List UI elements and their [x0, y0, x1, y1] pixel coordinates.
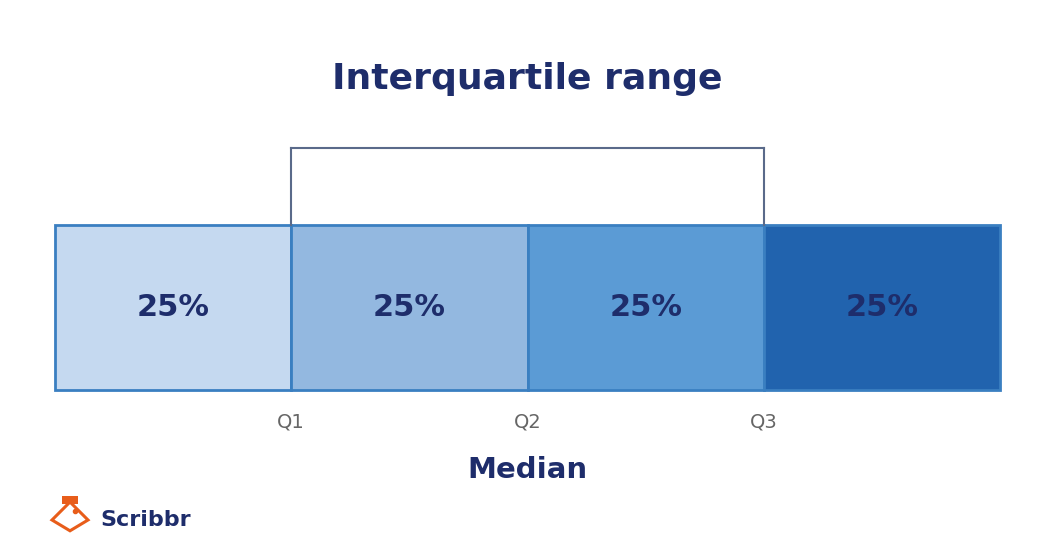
Text: Median: Median: [468, 456, 587, 484]
Text: Q2: Q2: [514, 412, 541, 431]
Bar: [292, 225, 528, 390]
Text: 25%: 25%: [609, 293, 682, 322]
Text: 25%: 25%: [372, 293, 446, 322]
Bar: [62, 496, 78, 504]
Text: Q3: Q3: [750, 412, 777, 431]
Bar: [55, 225, 292, 390]
Text: Scribbr: Scribbr: [100, 510, 191, 530]
Bar: [764, 225, 1000, 390]
Text: Interquartile range: Interquartile range: [333, 62, 723, 96]
Bar: [528, 225, 764, 390]
Text: Q1: Q1: [277, 412, 305, 431]
Text: 25%: 25%: [845, 293, 918, 322]
Text: 25%: 25%: [136, 293, 210, 322]
